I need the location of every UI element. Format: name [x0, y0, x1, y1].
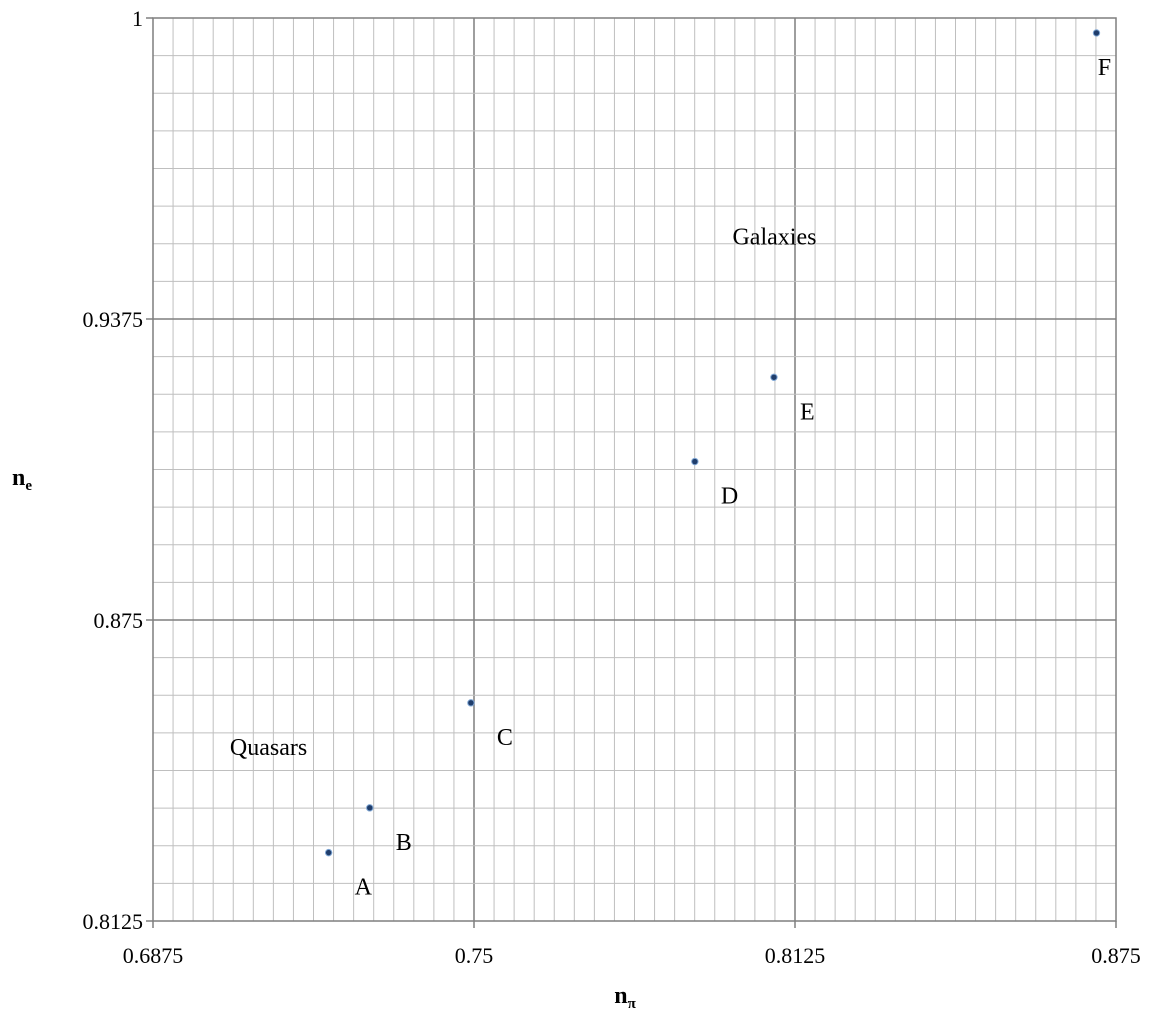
point-label-d: D: [721, 484, 738, 510]
plot-frame: [146, 17, 1117, 928]
point-label-c: C: [497, 725, 513, 751]
y-tick-label: 0.875: [94, 608, 144, 633]
data-point-c: [467, 699, 475, 707]
data-point-e: [770, 373, 778, 381]
annotation-galaxies: Galaxies: [732, 224, 816, 250]
x-axis-title: nπ: [614, 983, 636, 1012]
point-label-e: E: [800, 399, 815, 425]
y-tick-label: 0.8125: [83, 909, 144, 934]
x-tick-label: 0.875: [1091, 943, 1141, 968]
data-point-b: [366, 804, 374, 812]
point-label-a: A: [355, 875, 373, 901]
point-label-b: B: [396, 830, 412, 856]
data-point-a: [324, 848, 333, 857]
y-tick-label: 1: [132, 6, 143, 31]
annotations: Quasars Galaxies: [230, 224, 817, 760]
point-labels: AB C D E F: [355, 55, 1112, 901]
data-points: [324, 29, 1101, 857]
plot-area-border: [152, 17, 1117, 922]
point-label-f: F: [1098, 55, 1111, 81]
x-tick-label: 0.75: [455, 943, 494, 968]
tick-labels: 0.6875 0.75 0.8125 0.875 0.8125 0.875 0.9375 1: [83, 6, 1141, 968]
y-axis-title: ne: [12, 465, 32, 494]
data-point-f: [1092, 29, 1101, 37]
data-point-d: [691, 457, 699, 466]
grid: [153, 18, 1116, 921]
x-tick-label: 0.6875: [123, 943, 184, 968]
y-tick-label: 0.9375: [83, 307, 144, 332]
annotation-quasars: Quasars: [230, 735, 307, 761]
x-tick-label: 0.8125: [765, 943, 826, 968]
